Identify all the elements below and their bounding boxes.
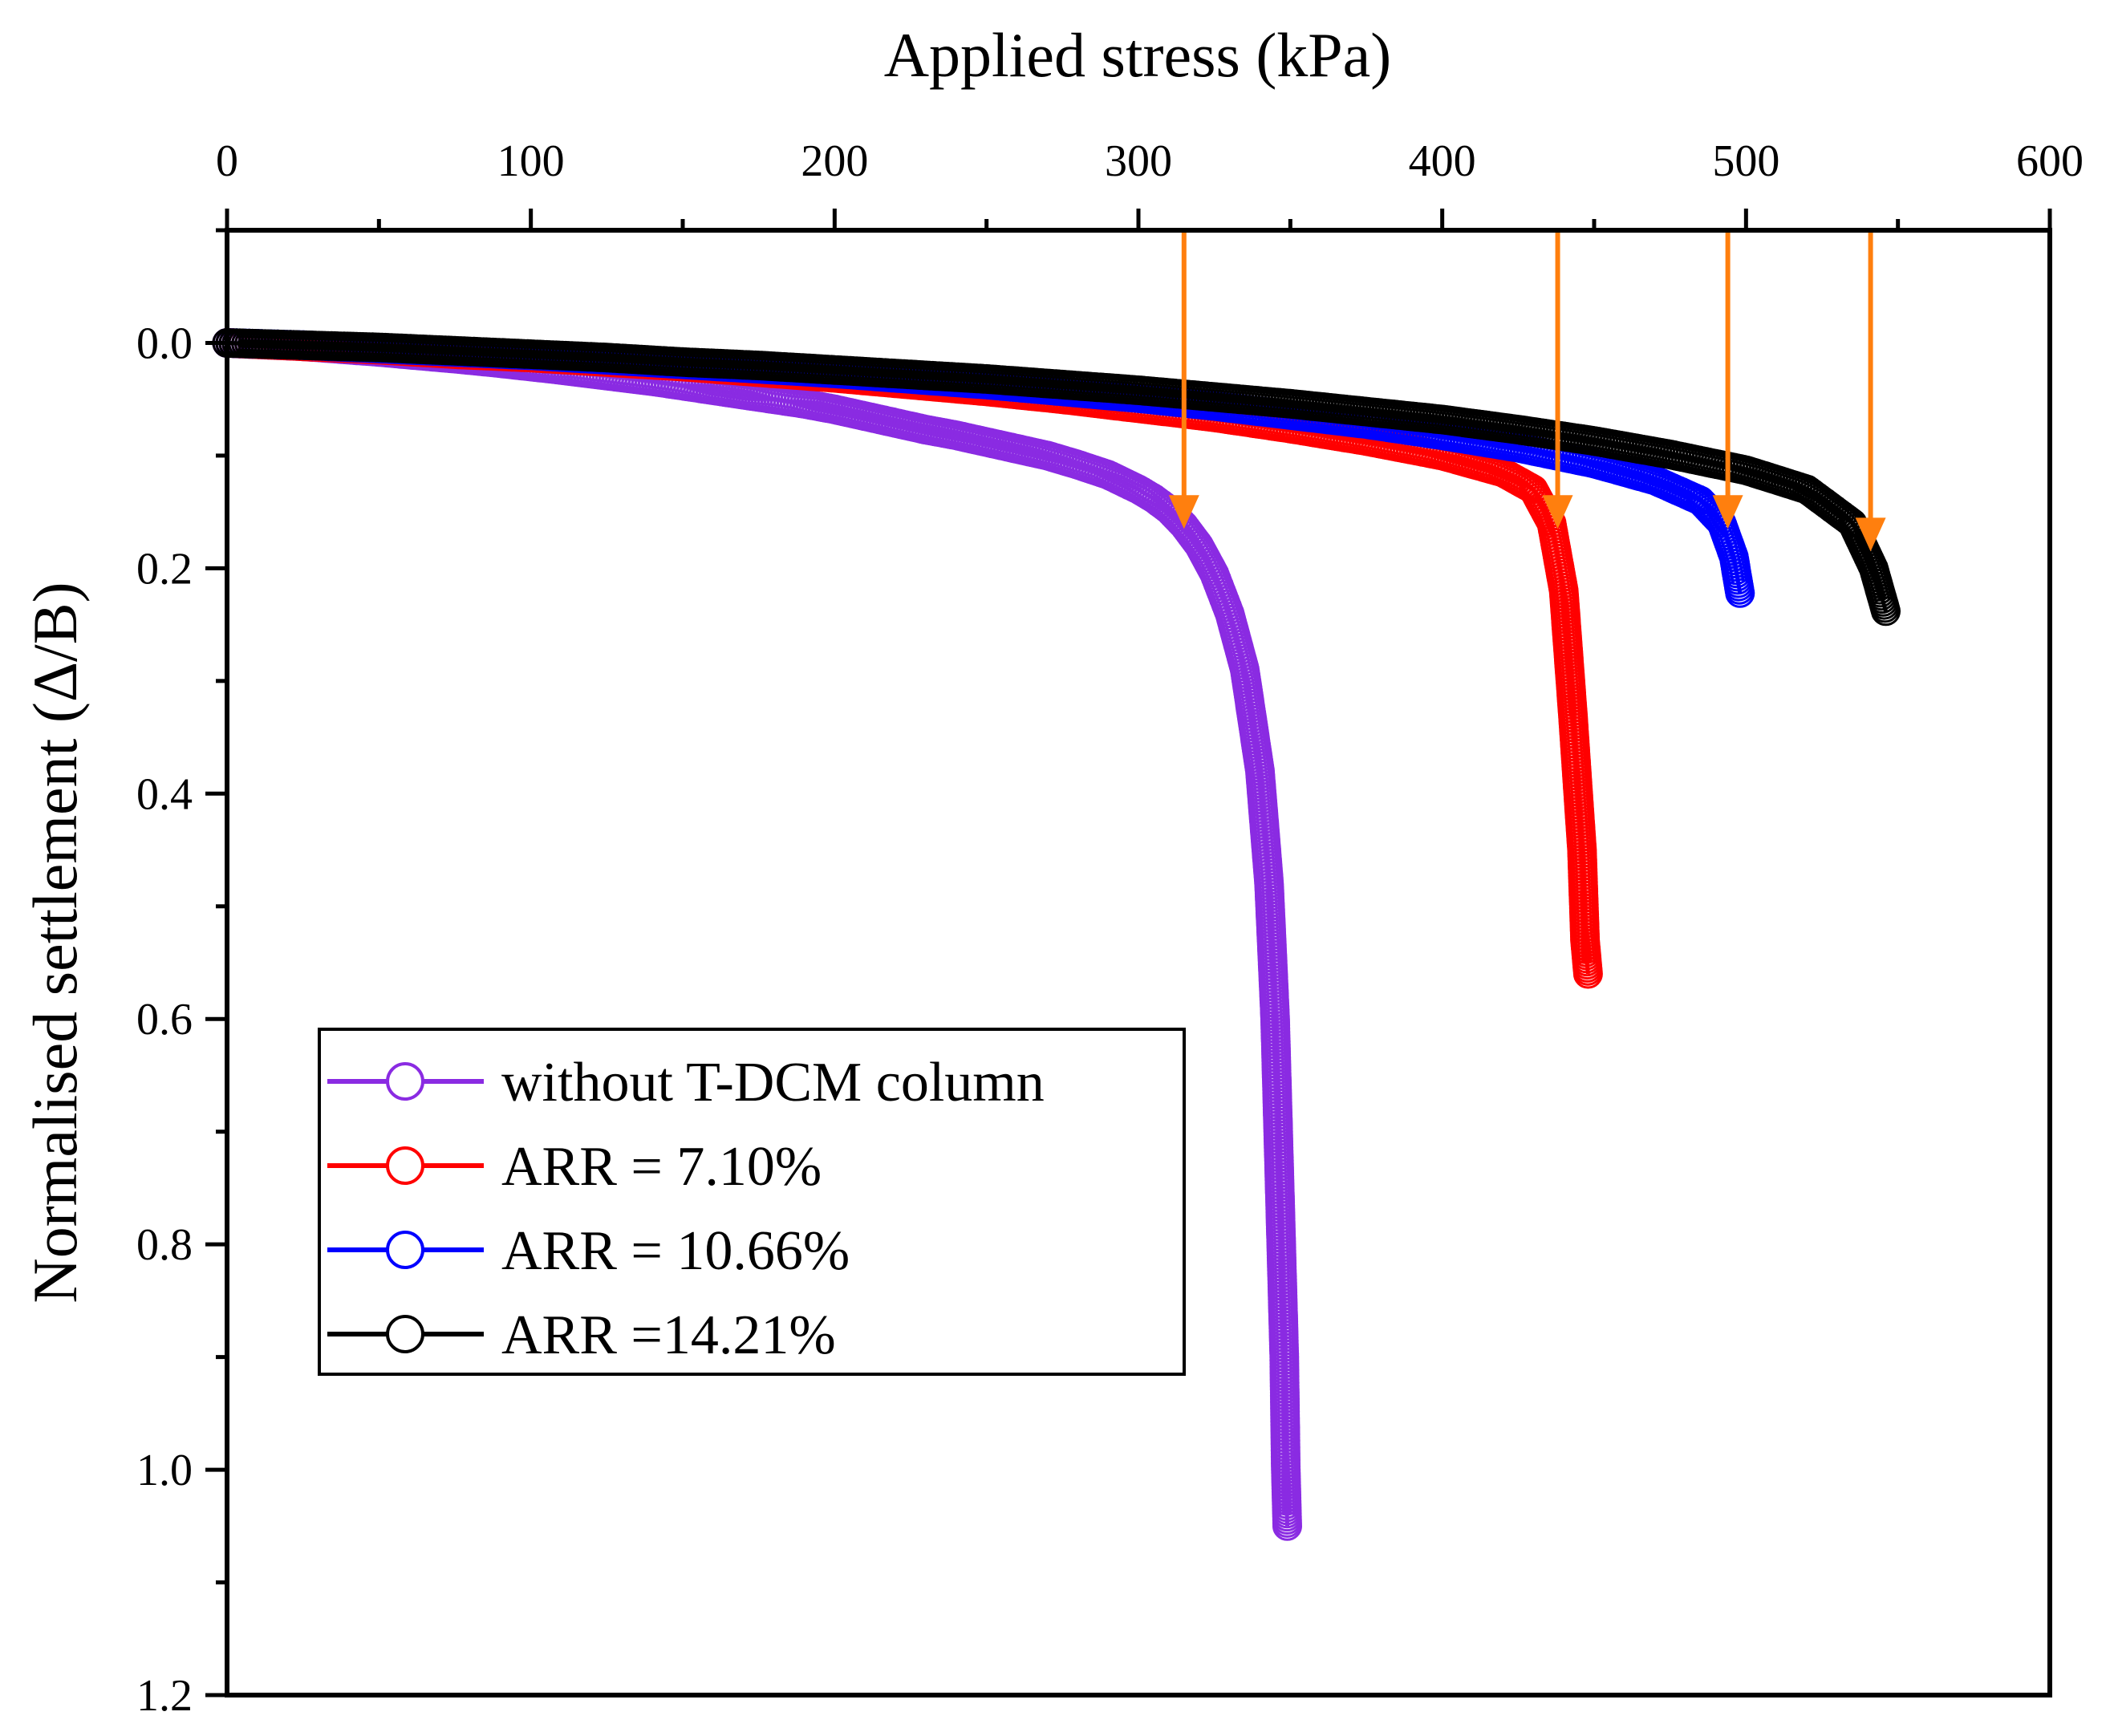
y-tick-label: 0.2 <box>136 544 193 594</box>
series-2-marker <box>1725 578 1755 608</box>
legend-marker <box>386 1062 424 1101</box>
x-tick-label: 100 <box>497 136 565 186</box>
x-tick-label: 600 <box>2016 136 2084 186</box>
y-tick-label: 0.6 <box>136 995 193 1044</box>
failure-arrow-head <box>1168 495 1199 529</box>
legend-label: ARR = 10.66% <box>501 1220 850 1282</box>
legend-item-1: ARR = 7.10% <box>327 1136 822 1198</box>
plot-frame <box>225 228 2052 1697</box>
legend-marker <box>386 1146 424 1185</box>
failure-arrow-1 <box>1542 230 1573 529</box>
legend-item-2: ARR = 10.66% <box>327 1220 850 1282</box>
failure-arrow-head <box>1855 517 1886 552</box>
x-tick-label: 0 <box>216 136 238 186</box>
legend-label: without T-DCM column <box>501 1052 1045 1113</box>
x-tick-label: 400 <box>1409 136 1476 186</box>
y-tick-label: 0.4 <box>136 769 193 819</box>
series-3-marker <box>1871 596 1901 627</box>
annotation-layer <box>1168 230 1886 552</box>
legend-box <box>318 1028 1186 1376</box>
legend-marker <box>386 1231 424 1269</box>
failure-arrow-2 <box>1712 230 1743 529</box>
series-layer <box>212 328 1901 1541</box>
legend-label: ARR =14.21% <box>501 1304 836 1366</box>
legend-marker <box>386 1315 424 1353</box>
x-axis-title: Applied stress (kPa) <box>884 20 1392 90</box>
x-tick-label: 200 <box>801 136 868 186</box>
legend: without T-DCM column ARR = 7.10% ARR = 10.… <box>318 1028 1186 1376</box>
axes-layer: 0 100 200 300 400 500 600 0.0 0.2 0.4 0.6 0.8 1.0 1.2 <box>136 136 2084 1721</box>
y-tick-label: 0.8 <box>136 1220 193 1270</box>
legend-label: ARR = 7.10% <box>501 1136 822 1198</box>
y-tick-label: 1.0 <box>136 1446 193 1495</box>
series-1-marker <box>1572 959 1603 989</box>
y-tick-label: 0.0 <box>136 318 193 368</box>
legend-item-0: without T-DCM column <box>327 1052 1045 1113</box>
legend-item-3: ARR =14.21% <box>327 1304 836 1366</box>
y-axis-title: Normalised settlement (Δ/B) <box>20 582 90 1303</box>
failure-arrow-head <box>1712 495 1743 529</box>
x-tick-label: 500 <box>1712 136 1779 186</box>
failure-arrow-3 <box>1855 230 1886 552</box>
series-0-marker <box>1272 1511 1302 1541</box>
failure-arrow-head <box>1542 495 1573 529</box>
x-tick-label: 300 <box>1105 136 1172 186</box>
y-tick-label: 1.2 <box>136 1671 193 1721</box>
failure-arrow-0 <box>1168 230 1199 529</box>
